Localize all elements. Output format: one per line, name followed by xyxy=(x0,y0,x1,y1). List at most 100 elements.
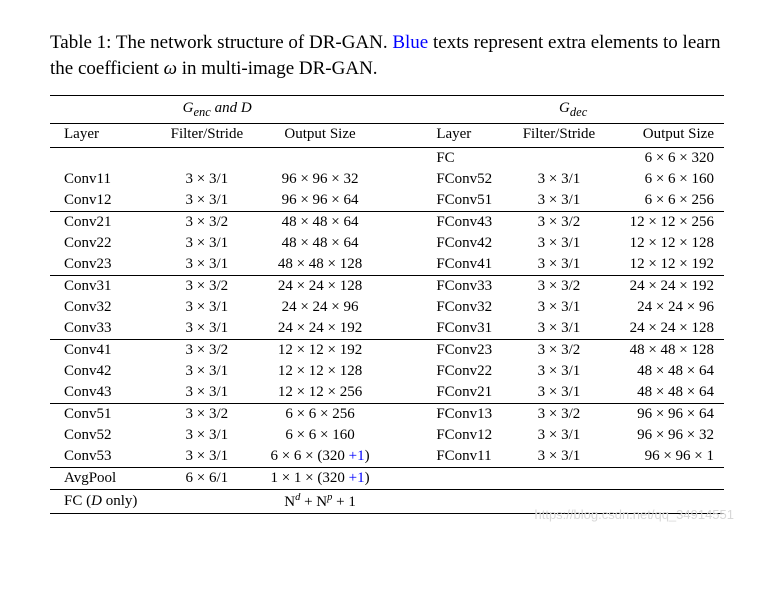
cell-output xyxy=(256,148,385,170)
cell-filter: 3 × 3/1 xyxy=(158,382,256,404)
cell-output: 12 × 12 × 256 xyxy=(608,212,724,234)
cell-layer: FConv13 xyxy=(422,404,510,426)
cell-filter xyxy=(510,148,608,170)
table-row: Conv123 × 3/196 × 96 × 64FConv513 × 3/16… xyxy=(50,190,724,212)
cell-output: 24 × 24 × 128 xyxy=(256,276,385,298)
col-output-left: Output Size xyxy=(256,124,385,148)
table-row: FC (D only) Nd + Np + 1 xyxy=(50,490,724,514)
cell-output: 48 × 48 × 128 xyxy=(608,340,724,362)
table-row: Conv513 × 3/26 × 6 × 256FConv133 × 3/296… xyxy=(50,404,724,426)
cell-output: 24 × 24 × 128 xyxy=(608,318,724,340)
cell-output: Nd + Np + 1 xyxy=(256,490,385,514)
cell-output: 24 × 24 × 96 xyxy=(256,297,385,318)
cell-output: 6 × 6 × 160 xyxy=(256,425,385,446)
cell-layer: Conv51 xyxy=(50,404,158,426)
cell-output: 6 × 6 × 256 xyxy=(608,190,724,212)
cell-layer: Conv23 xyxy=(50,254,158,276)
cell-layer: FConv11 xyxy=(422,446,510,468)
cell-filter: 3 × 3/2 xyxy=(158,212,256,234)
cell-output: 96 × 96 × 32 xyxy=(256,169,385,190)
cell-layer: FC (D only) xyxy=(50,490,158,514)
cell-filter: 3 × 3/1 xyxy=(510,382,608,404)
cell-layer: FConv51 xyxy=(422,190,510,212)
table-caption: Table 1: The network structure of DR-GAN… xyxy=(50,30,724,81)
table-row: Conv223 × 3/148 × 48 × 64FConv423 × 3/11… xyxy=(50,233,724,254)
cell-output: 6 × 6 × 320 xyxy=(608,148,724,170)
cell-filter: 3 × 3/1 xyxy=(158,425,256,446)
cell-output: 12 × 12 × 192 xyxy=(256,340,385,362)
cell-output: 96 × 96 × 32 xyxy=(608,425,724,446)
cell-layer: Conv52 xyxy=(50,425,158,446)
cell-layer: Conv21 xyxy=(50,212,158,234)
cell-filter: 3 × 3/1 xyxy=(510,297,608,318)
cell-filter: 3 × 3/1 xyxy=(158,233,256,254)
cell-filter: 3 × 3/2 xyxy=(510,276,608,298)
cell-layer: FConv23 xyxy=(422,340,510,362)
cell-output: 1 × 1 × (320 +1) xyxy=(256,468,385,490)
cell-layer: FConv42 xyxy=(422,233,510,254)
cell-output xyxy=(608,468,724,490)
cell-output: 48 × 48 × 64 xyxy=(608,382,724,404)
table-row: Conv333 × 3/124 × 24 × 192FConv313 × 3/1… xyxy=(50,318,724,340)
col-layer-left: Layer xyxy=(50,124,158,148)
cell-filter xyxy=(158,148,256,170)
cell-output: 24 × 24 × 192 xyxy=(608,276,724,298)
table-body: FC6 × 6 × 320Conv113 × 3/196 × 96 × 32FC… xyxy=(50,148,724,514)
cell-output: 24 × 24 × 192 xyxy=(256,318,385,340)
table-row: Conv323 × 3/124 × 24 × 96FConv323 × 3/12… xyxy=(50,297,724,318)
cell-filter xyxy=(158,490,256,514)
cell-filter: 3 × 3/2 xyxy=(510,340,608,362)
group-header-left: Genc and D xyxy=(50,96,384,124)
cell-layer: FConv41 xyxy=(422,254,510,276)
cell-output: 12 × 12 × 256 xyxy=(256,382,385,404)
cell-filter: 3 × 3/1 xyxy=(158,446,256,468)
cell-output: 6 × 6 × 256 xyxy=(256,404,385,426)
cell-filter: 3 × 3/1 xyxy=(158,297,256,318)
cell-layer: Conv43 xyxy=(50,382,158,404)
cell-layer xyxy=(422,490,510,514)
network-table: Genc and D Gdec Layer Filter/Stride Outp… xyxy=(50,95,724,514)
cell-layer: Conv42 xyxy=(50,361,158,382)
caption-blue: Blue xyxy=(392,32,428,53)
group-header-right: Gdec xyxy=(422,96,724,124)
cell-filter: 3 × 3/2 xyxy=(510,212,608,234)
group-header-row: Genc and D Gdec xyxy=(50,96,724,124)
table-row: FC 6 × 6 × 320 xyxy=(50,148,724,170)
cell-output: 48 × 48 × 128 xyxy=(256,254,385,276)
cell-output: 12 × 12 × 192 xyxy=(608,254,724,276)
cell-filter: 3 × 3/2 xyxy=(158,340,256,362)
cell-filter: 3 × 3/1 xyxy=(158,254,256,276)
cell-output: 96 × 96 × 1 xyxy=(608,446,724,468)
cell-filter: 3 × 3/1 xyxy=(158,318,256,340)
cell-filter: 3 × 3/1 xyxy=(510,169,608,190)
cell-layer: FConv52 xyxy=(422,169,510,190)
table-row: Conv113 × 3/196 × 96 × 32FConv523 × 3/16… xyxy=(50,169,724,190)
caption-omega: ω xyxy=(164,58,177,79)
cell-layer: Conv22 xyxy=(50,233,158,254)
cell-output: 96 × 96 × 64 xyxy=(256,190,385,212)
cell-layer: Conv32 xyxy=(50,297,158,318)
cell-filter: 3 × 3/1 xyxy=(510,446,608,468)
cell-layer: FC xyxy=(422,148,510,170)
cell-filter: 3 × 3/1 xyxy=(158,190,256,212)
cell-filter: 3 × 3/1 xyxy=(510,233,608,254)
cell-layer: Conv11 xyxy=(50,169,158,190)
cell-layer xyxy=(422,468,510,490)
table-row: Conv423 × 3/112 × 12 × 128FConv223 × 3/1… xyxy=(50,361,724,382)
cell-layer: FConv43 xyxy=(422,212,510,234)
table-row: Conv533 × 3/16 × 6 × (320 +1)FConv113 × … xyxy=(50,446,724,468)
table-row: Conv313 × 3/224 × 24 × 128FConv333 × 3/2… xyxy=(50,276,724,298)
cell-layer: FConv12 xyxy=(422,425,510,446)
col-layer-right: Layer xyxy=(422,124,510,148)
col-filter-left: Filter/Stride xyxy=(158,124,256,148)
cell-layer: FConv31 xyxy=(422,318,510,340)
cell-output xyxy=(608,490,724,514)
table-row: Conv213 × 3/248 × 48 × 64FConv433 × 3/21… xyxy=(50,212,724,234)
cell-layer xyxy=(50,148,158,170)
cell-filter: 3 × 3/1 xyxy=(158,169,256,190)
cell-output: 6 × 6 × (320 +1) xyxy=(256,446,385,468)
cell-filter: 6 × 6/1 xyxy=(158,468,256,490)
cell-layer: FConv32 xyxy=(422,297,510,318)
cell-layer: Conv33 xyxy=(50,318,158,340)
table-row: Conv233 × 3/148 × 48 × 128FConv413 × 3/1… xyxy=(50,254,724,276)
